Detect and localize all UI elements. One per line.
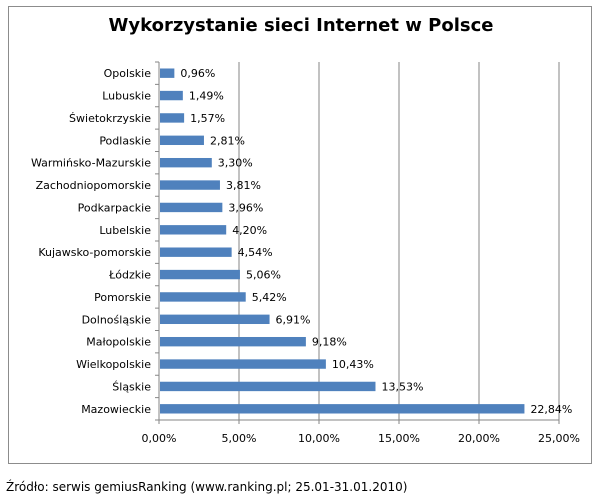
bar-3	[160, 135, 204, 146]
category-label-6: Podkarpackie	[78, 201, 152, 214]
value-label-1: 1,49%	[189, 90, 224, 103]
bar-4	[160, 157, 212, 168]
value-label-6: 3,96%	[228, 201, 263, 214]
category-label-0: Opolskie	[104, 67, 152, 80]
category-label-13: Wielkopolskie	[76, 358, 151, 371]
category-label-14: Śląskie	[112, 380, 151, 393]
bar-9	[160, 269, 240, 280]
source-note: Źródło: serwis gemiusRanking (www.rankin…	[6, 480, 408, 494]
bar-15	[160, 404, 525, 414]
value-label-11: 6,91%	[276, 313, 311, 326]
value-label-12: 9,18%	[312, 336, 347, 349]
bar-13	[160, 359, 326, 369]
bar-12	[160, 336, 306, 347]
x-tick-label-1: 5,00%	[222, 432, 257, 445]
category-label-3: Podlaskie	[99, 134, 151, 147]
category-label-1: Lubuskie	[102, 90, 151, 103]
bar-5	[160, 180, 220, 190]
category-label-15: Mazowieckie	[81, 403, 151, 416]
value-label-14: 13,53%	[381, 380, 423, 393]
value-label-10: 5,42%	[252, 291, 287, 304]
category-label-2: Świetokrzyskie	[69, 112, 151, 125]
bar-6	[160, 202, 223, 213]
x-tick-label-0: 0,00%	[142, 432, 177, 445]
bar-14	[160, 381, 376, 392]
x-tick-label-5: 25,00%	[538, 432, 580, 445]
category-label-7: Lubelskie	[99, 224, 151, 237]
bar-chart: Opolskie 0,96% Lubuskie 1,49% Świetokrzyskie…	[31, 61, 580, 445]
bar-2	[160, 113, 185, 123]
value-label-3: 2,81%	[210, 134, 245, 147]
category-label-11: Dolnośląskie	[82, 313, 152, 326]
category-label-5: Zachodniopomorskie	[36, 179, 152, 192]
bar-11	[160, 314, 270, 325]
category-label-12: Małopolskie	[86, 336, 151, 349]
x-tick-label-2: 10,00%	[298, 432, 340, 445]
value-label-5: 3,81%	[226, 179, 261, 192]
value-label-8: 4,54%	[238, 246, 273, 259]
category-label-4: Warmińsko-Mazurskie	[31, 157, 151, 170]
category-label-8: Kujawsko-pomorskie	[38, 246, 151, 259]
value-label-13: 10,43%	[332, 358, 374, 371]
chart-frame: Wykorzystanie sieci Internet w Polsce Op…	[8, 6, 592, 464]
value-label-2: 1,57%	[190, 112, 225, 125]
bar-10	[160, 292, 246, 302]
value-label-9: 5,06%	[246, 269, 281, 282]
bar-1	[160, 90, 183, 101]
value-label-4: 3,30%	[218, 157, 253, 170]
bar-8	[160, 247, 232, 257]
value-label-7: 4,20%	[232, 224, 267, 237]
value-label-0: 0,96%	[180, 67, 215, 80]
category-label-10: Pomorskie	[94, 291, 151, 304]
value-label-15: 22,84%	[530, 403, 572, 416]
bar-7	[160, 225, 227, 235]
x-tick-label-3: 15,00%	[378, 432, 420, 445]
x-tick-label-4: 20,00%	[458, 432, 500, 445]
category-label-9: Łódzkie	[108, 269, 151, 282]
bar-0	[160, 68, 175, 78]
chart-title: Wykorzystanie sieci Internet w Polsce	[108, 15, 494, 36]
